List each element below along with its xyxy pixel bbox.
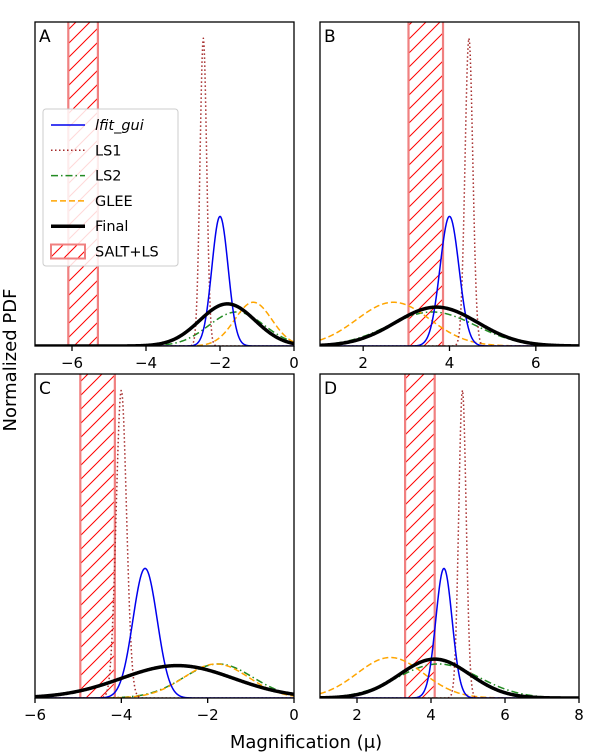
series-glee [35, 663, 294, 698]
axes-frame [34, 21, 295, 347]
series-final [35, 302, 294, 346]
x-tick-label: −4 [135, 354, 157, 372]
panel-label: C [39, 379, 51, 399]
series-lfit-gui [320, 215, 579, 346]
x-tick-label: 2 [358, 354, 368, 372]
x-tick-label: 4 [426, 706, 436, 724]
legend-label: lfit_gui [95, 118, 144, 134]
legend-label: Final [95, 219, 128, 235]
series-final [320, 305, 579, 346]
legend-item: LS1 [51, 143, 122, 159]
panel-c: −6 −4 −2 0 C [24, 373, 299, 724]
x-tick-label: −6 [24, 706, 46, 724]
x-tick-label: −2 [197, 706, 219, 724]
panel-b: 2 4 6 B [319, 21, 580, 372]
legend-item: lfit_gui [51, 118, 144, 134]
x-tick-label: 6 [500, 706, 510, 724]
legend-label: SALT+LS [95, 245, 159, 261]
x-tick-label: 0 [289, 706, 299, 724]
legend-label: LS1 [95, 143, 122, 159]
salt-ls-band [79, 374, 116, 698]
series-ls1 [320, 389, 579, 698]
salt-ls-band [404, 374, 436, 698]
series-glee [320, 656, 579, 698]
axes-frame [319, 21, 580, 347]
y-axis-label: Normalized PDF [0, 289, 21, 432]
legend-label: LS2 [95, 169, 122, 185]
panel-label: B [324, 27, 336, 47]
panel-label: A [39, 27, 51, 47]
legend-item: Final [51, 219, 128, 235]
x-tick-label: 2 [352, 706, 362, 724]
series-ls1 [35, 389, 294, 698]
panel-label: D [324, 379, 337, 399]
series-ls1 [320, 37, 579, 346]
salt-ls-band [407, 22, 445, 346]
x-tick-label: 0 [289, 354, 299, 372]
series-final [35, 663, 294, 698]
x-tick-label: 4 [445, 354, 455, 372]
axes-frame [34, 373, 295, 699]
x-tick-label: −2 [209, 354, 231, 372]
panel-d: 2 4 6 8 D [319, 373, 584, 724]
x-tick-label: −4 [110, 706, 132, 724]
x-axis-label: Magnification (μ) [230, 732, 382, 753]
legend-item: GLEE [51, 194, 133, 210]
legend-swatch [50, 243, 86, 260]
series-lfit-gui [35, 567, 294, 698]
series-lfit-gui [320, 567, 579, 698]
x-tick-label: 8 [574, 706, 584, 724]
x-tick-label: 6 [531, 354, 541, 372]
legend: lfit_gui LS1 LS2 GLEE Final SALT+LS [42, 108, 179, 267]
legend-item: SALT+LS [50, 243, 159, 261]
axes-frame [319, 373, 580, 699]
x-tick-label: −6 [61, 354, 83, 372]
legend-label: GLEE [95, 194, 133, 210]
legend-item: LS2 [51, 169, 122, 185]
